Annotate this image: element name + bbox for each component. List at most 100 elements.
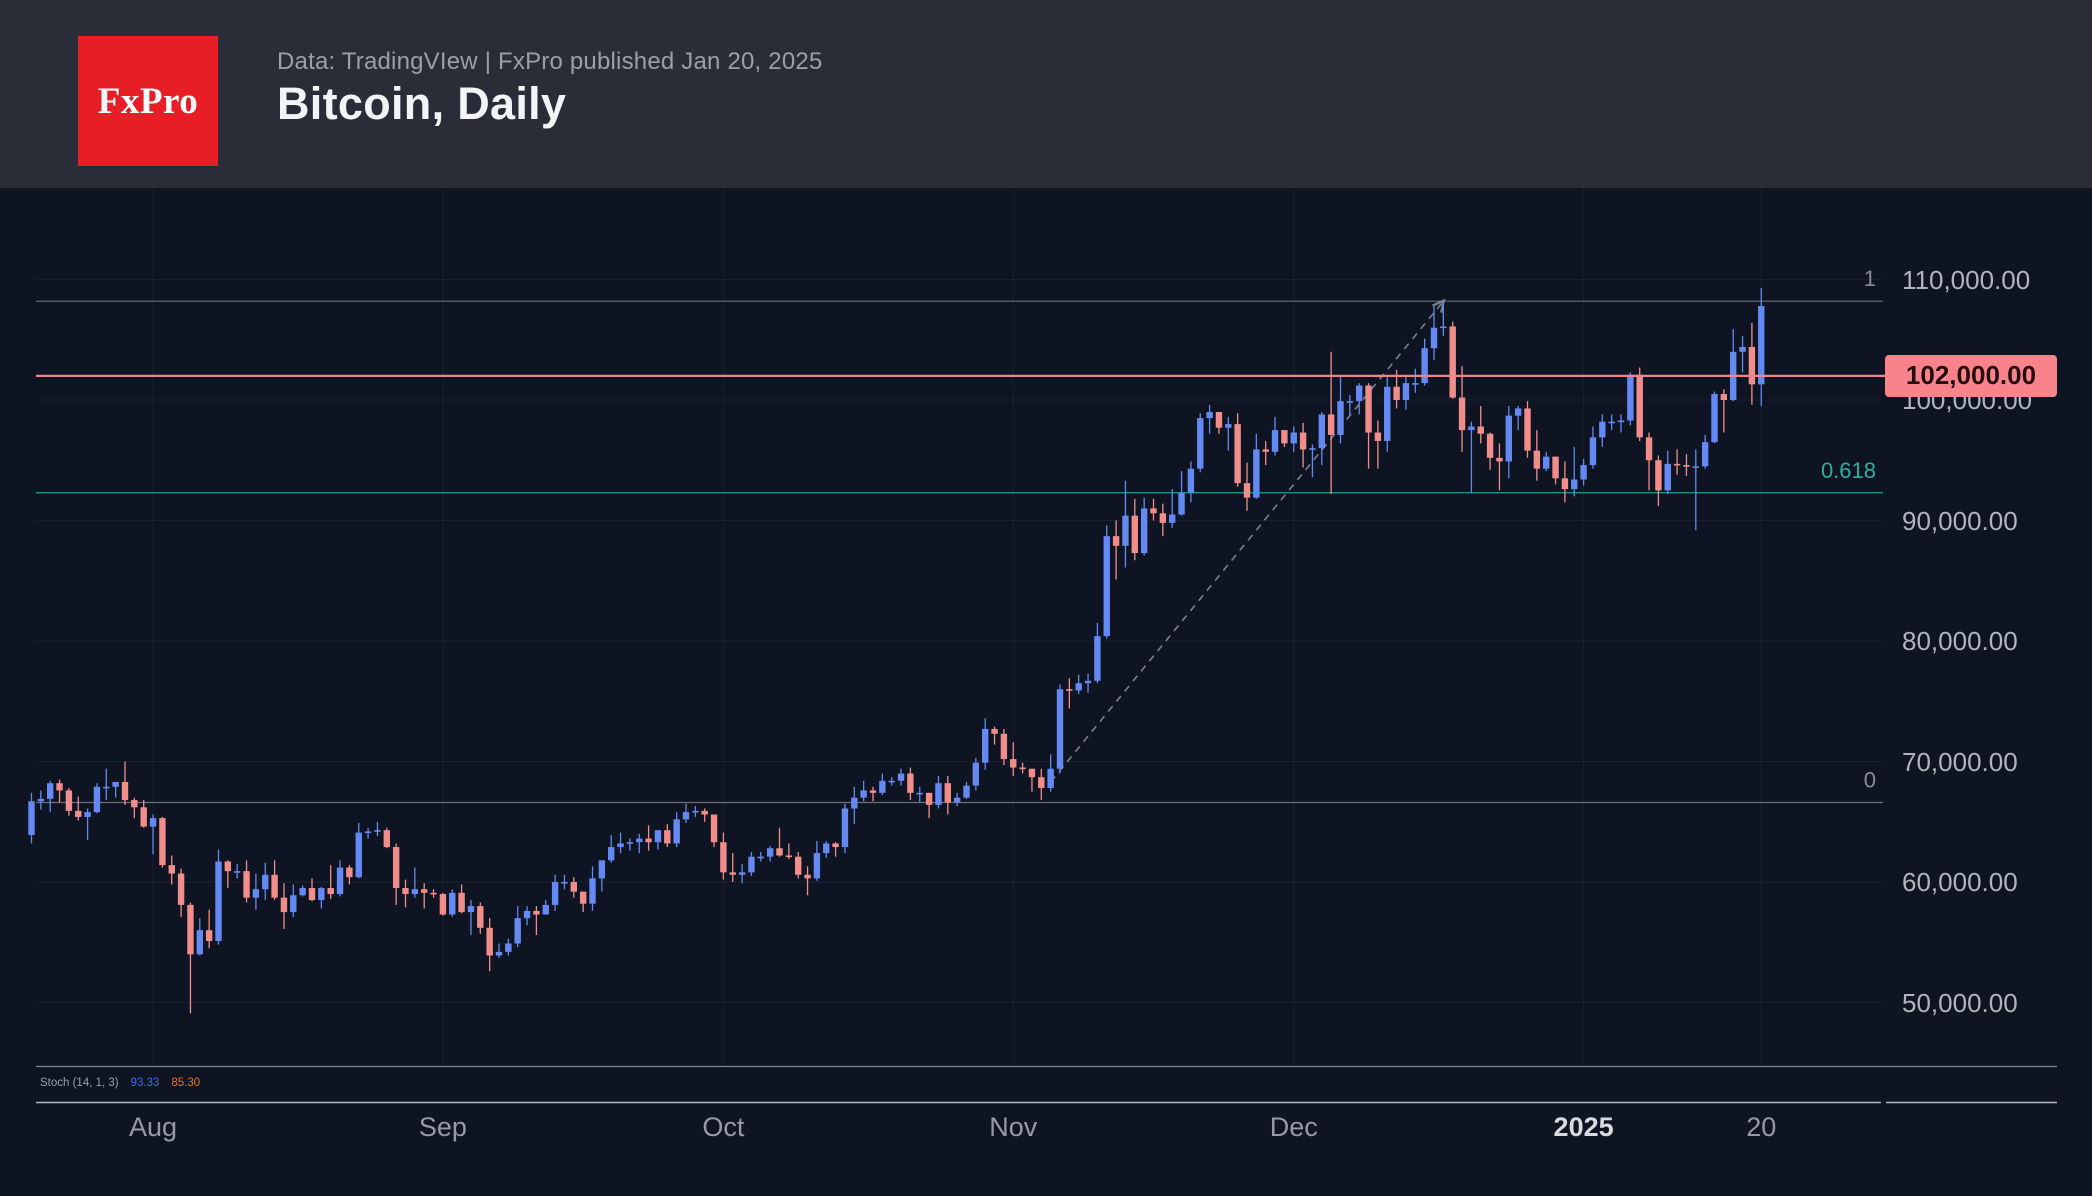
candle-body [1543, 456, 1550, 469]
candle-body [374, 830, 381, 832]
candle-body [1150, 508, 1157, 514]
candle-body [757, 856, 764, 859]
candle-body [533, 910, 540, 915]
candle-body [1571, 479, 1578, 490]
candle-body [439, 894, 447, 915]
candle-body [617, 843, 624, 848]
candle-body [561, 882, 568, 884]
candle-body [1645, 437, 1653, 461]
candle-body [65, 790, 73, 811]
candle-body [664, 830, 671, 844]
candle-body [1496, 457, 1503, 462]
candle-body [710, 814, 718, 843]
candle-body [636, 838, 643, 843]
candle-body [888, 780, 895, 783]
candle-body [1309, 448, 1316, 450]
candle-body [1412, 383, 1419, 385]
candle-body [766, 848, 774, 857]
candle-body [383, 830, 390, 848]
candle-body [589, 878, 596, 904]
candle-body [159, 818, 166, 866]
candle-body [1215, 412, 1223, 428]
candle-body [392, 847, 400, 889]
candle-body [252, 889, 260, 898]
candle-body [1421, 348, 1428, 384]
candle-body [47, 783, 54, 799]
candle-body [1000, 733, 1008, 760]
candle-body [84, 812, 91, 817]
candle-body [205, 930, 213, 942]
candle-body [1019, 767, 1026, 770]
candle-body [1673, 463, 1681, 466]
candle-body [1337, 401, 1344, 435]
candle-body [551, 882, 559, 905]
candle-body [495, 951, 503, 956]
candle-body [897, 773, 905, 781]
candle-body [738, 872, 746, 875]
candle-body [1047, 768, 1054, 789]
candle-body [1075, 683, 1082, 691]
candle-body [280, 897, 288, 913]
page-title: Bitcoin, Daily [277, 78, 567, 129]
candle-body [131, 800, 138, 808]
candle-body [776, 848, 783, 856]
candle-body [851, 797, 858, 809]
candle-body [1720, 393, 1728, 400]
candle-body [28, 801, 35, 836]
candle-body [701, 810, 708, 815]
candle-body [925, 792, 933, 805]
candle-body [336, 867, 344, 895]
candle-body [449, 892, 456, 915]
candle-body [523, 910, 531, 919]
candle-body [1758, 306, 1765, 385]
candle-body [327, 888, 334, 895]
candle-body [149, 818, 157, 827]
candle-body [1365, 385, 1372, 433]
fxpro-logo-text: FxPro [97, 80, 199, 122]
candle-body [299, 888, 306, 896]
candle-body [832, 843, 839, 848]
candle-body [112, 781, 119, 787]
candle-body [542, 904, 549, 915]
candle-body [935, 783, 942, 805]
candle-body [1608, 421, 1615, 424]
candle-body [1346, 401, 1354, 403]
candle-body [1159, 513, 1167, 523]
candle-body [103, 786, 110, 789]
candle-body [860, 790, 867, 798]
candle-body [1094, 636, 1101, 681]
candle-body [1692, 466, 1699, 468]
candle-body [1636, 374, 1643, 438]
candle-body [1449, 326, 1456, 398]
candle-body [626, 842, 634, 844]
candle-body [1225, 424, 1232, 428]
candle-body [1627, 374, 1634, 421]
candle-body [1739, 346, 1746, 352]
candle-body [785, 855, 793, 858]
candle-body [514, 918, 521, 944]
candle-body [1748, 346, 1756, 385]
candle-body [1206, 412, 1213, 419]
candle-body [1524, 408, 1531, 451]
candle-body [1402, 383, 1410, 400]
candle-body [570, 882, 577, 892]
candle-body [1131, 515, 1138, 554]
candle-body [1271, 430, 1279, 452]
candle-body [916, 792, 923, 795]
candle-body [467, 906, 475, 913]
candle-body [1477, 426, 1484, 434]
candle-body [682, 812, 690, 820]
candle-body [841, 808, 849, 848]
candle-body [1533, 450, 1541, 469]
candle-body [1561, 478, 1569, 490]
candle-body [56, 783, 63, 791]
candle-body [1580, 465, 1587, 480]
candle-body [1318, 414, 1325, 449]
candle-body [869, 790, 877, 793]
candle-body [795, 856, 802, 875]
candle-body [991, 728, 998, 734]
candle-body [402, 888, 409, 895]
candle-body [308, 888, 316, 901]
